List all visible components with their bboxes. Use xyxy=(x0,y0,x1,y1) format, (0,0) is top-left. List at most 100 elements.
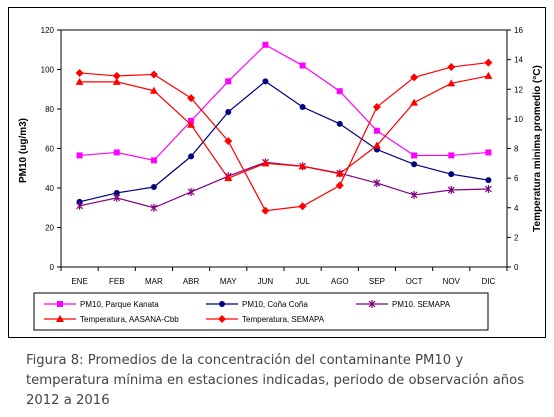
x-tick-label: MAY xyxy=(220,277,237,286)
series-2-point xyxy=(411,161,418,168)
series-1-point xyxy=(76,152,83,159)
chart-frame: 0 20 40 60 80 100 120 0 2 4 6 8 10 12 14 16 ENE FEB MAR ABR… xyxy=(8,7,546,338)
series-5-point xyxy=(224,137,233,146)
series-2-point xyxy=(448,171,455,178)
series-5-point xyxy=(410,73,419,82)
series-4-point xyxy=(298,162,307,170)
series-1-point xyxy=(262,41,269,48)
legend-swatch-marker xyxy=(56,315,64,322)
series-2-point xyxy=(336,120,343,127)
series-5-point xyxy=(372,103,381,112)
series-1-point xyxy=(373,127,380,134)
series-5-point xyxy=(75,68,84,77)
series-2-point xyxy=(188,153,195,160)
x-tick-label: MAR xyxy=(145,277,163,286)
figure-caption: Figura 8: Promedios de la concentración … xyxy=(26,353,525,408)
series-4-point xyxy=(410,98,419,106)
legend-entry-label: PM10. SEMAPA xyxy=(392,300,451,309)
series-5-point xyxy=(298,202,307,211)
y-right-tick-label: 8 xyxy=(514,145,519,154)
series-4-point xyxy=(75,77,84,85)
legend-swatch-marker xyxy=(57,301,63,307)
x-tick-label: ABR xyxy=(183,277,200,286)
x-tick-label: AGO xyxy=(331,277,349,286)
series-4-point xyxy=(484,71,493,79)
series-line-1 xyxy=(79,44,489,162)
series-3-point xyxy=(410,190,418,199)
series-2-point xyxy=(225,108,232,115)
legend-swatch-marker xyxy=(368,300,376,308)
series-2-point xyxy=(113,189,120,196)
series-1-point xyxy=(225,78,232,85)
y-right-tick-label: 10 xyxy=(514,115,523,124)
series-4-point xyxy=(447,79,456,87)
y-left-tick-label: 100 xyxy=(41,66,55,75)
y-left-tick-label: 80 xyxy=(45,105,54,114)
series-3-point xyxy=(150,203,158,212)
series-4-point xyxy=(261,159,270,167)
series-3-point xyxy=(373,179,381,188)
series-4-point xyxy=(335,169,344,177)
series-2-point xyxy=(485,177,492,184)
series-4-point xyxy=(187,120,196,128)
series-1-point xyxy=(411,152,418,159)
series-1-point xyxy=(299,62,306,69)
y-left-tick-label: 120 xyxy=(41,26,55,35)
y-left-tick-label: 60 xyxy=(45,145,54,154)
y-left-axis-title: PM10 (ug/m3) xyxy=(18,118,29,183)
legend-swatch-marker xyxy=(218,315,226,323)
x-tick-label: ENE xyxy=(71,277,87,286)
y-right-tick-label: 14 xyxy=(514,56,523,65)
x-tick-label: JUN xyxy=(258,277,274,286)
series-5-point xyxy=(149,70,158,79)
series-1-point xyxy=(113,149,120,156)
series-3-point xyxy=(76,201,84,210)
series-2-point xyxy=(299,104,306,111)
x-tick-label: OCT xyxy=(406,277,423,286)
plot-area xyxy=(60,29,508,268)
series-5-point xyxy=(447,63,456,72)
series-1-point xyxy=(150,157,157,164)
chart-svg: 0 20 40 60 80 100 120 0 2 4 6 8 10 12 14 16 ENE FEB MAR ABR… xyxy=(18,26,543,331)
series-3-point xyxy=(113,193,121,202)
series-line-2 xyxy=(79,80,489,203)
series-5-point xyxy=(335,181,344,190)
legend-entry-label: PM10, Parque Kanata xyxy=(80,300,159,309)
series-3-point xyxy=(187,187,195,196)
series-4-point xyxy=(224,174,233,182)
series-4-point xyxy=(372,141,381,149)
x-tick-label: DIC xyxy=(482,277,496,286)
y-right-tick-label: 12 xyxy=(514,85,523,94)
y-right-tick-label: 0 xyxy=(514,263,519,272)
series-1-point xyxy=(336,88,343,95)
y-right-axis-title: Temperatura minima promedio (°C) xyxy=(532,65,543,232)
series-4-point xyxy=(149,86,158,94)
y-right-tick-label: 6 xyxy=(514,174,519,183)
series-3-point xyxy=(484,184,492,193)
y-left-tick-label: 20 xyxy=(45,224,54,233)
legend-entry-label: PM10, Coña Coña xyxy=(242,300,308,309)
y-right-tick-label: 16 xyxy=(514,26,523,35)
series-line-4 xyxy=(79,75,489,179)
y-right-tick-label: 2 xyxy=(514,233,519,242)
y-left-tick-label: 40 xyxy=(45,184,54,193)
legend-entry-label: Temperatura, SEMAPA xyxy=(242,315,325,324)
legend-box xyxy=(33,292,489,331)
series-line-5 xyxy=(79,61,489,212)
legend-swatch-marker xyxy=(219,301,225,307)
series-2-point xyxy=(150,184,157,191)
series-3-point xyxy=(447,185,455,194)
series-4-point xyxy=(112,77,121,85)
x-tick-label: JUL xyxy=(295,277,310,286)
series-5-point xyxy=(112,71,121,80)
series-5-point xyxy=(484,58,493,67)
series-5-point xyxy=(261,206,270,215)
x-tick-label: SEP xyxy=(369,277,385,286)
y-left-tick-label: 0 xyxy=(50,263,55,272)
series-line-3 xyxy=(79,161,489,209)
x-tick-label: NOV xyxy=(443,277,461,286)
y-right-tick-label: 4 xyxy=(514,204,519,213)
series-5-point xyxy=(187,94,196,103)
series-1-point xyxy=(485,149,492,156)
series-2-point xyxy=(262,78,269,85)
